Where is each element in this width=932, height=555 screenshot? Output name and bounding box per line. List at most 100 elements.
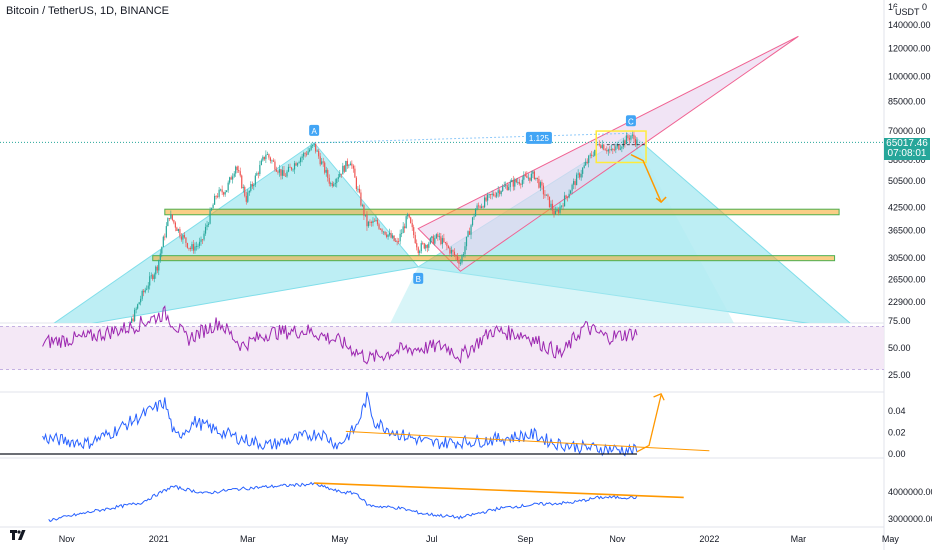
candle-body bbox=[551, 203, 554, 211]
price-axis-tick: 100000.00 bbox=[888, 71, 931, 81]
candle-body bbox=[194, 246, 196, 251]
candle-body bbox=[616, 144, 618, 147]
harmonic-point-label: A bbox=[311, 127, 317, 136]
candle-body bbox=[149, 276, 151, 286]
candle-body bbox=[393, 235, 395, 241]
candle-body bbox=[563, 195, 566, 207]
time-axis-tick: 2021 bbox=[149, 534, 169, 544]
candle-body bbox=[379, 228, 382, 230]
candle-body bbox=[370, 221, 373, 223]
candle-body bbox=[417, 247, 419, 254]
candle-body bbox=[271, 160, 273, 162]
candle-body bbox=[197, 245, 199, 247]
candle-body bbox=[470, 225, 472, 235]
candle-body bbox=[622, 140, 624, 147]
candle-body bbox=[337, 177, 339, 179]
candle-body bbox=[435, 234, 437, 239]
volatility-axis-tick: 0.00 bbox=[888, 449, 906, 459]
indicator-line bbox=[48, 481, 638, 523]
candle-body bbox=[147, 285, 149, 289]
candle-body bbox=[358, 188, 361, 193]
rsi-line bbox=[42, 305, 638, 365]
volatility-axis-tick: 0.04 bbox=[888, 406, 906, 416]
indicator-axis-tick: 4000000.00 bbox=[888, 487, 932, 497]
candle-body bbox=[268, 154, 270, 158]
candle-body bbox=[176, 227, 178, 232]
candle-body bbox=[615, 146, 617, 150]
candle-body bbox=[604, 149, 606, 151]
candle-body bbox=[342, 165, 344, 175]
candle-body bbox=[511, 180, 513, 182]
candle-body bbox=[502, 186, 504, 192]
candle-body bbox=[536, 177, 539, 179]
candle-body bbox=[547, 194, 549, 197]
candle-body bbox=[189, 248, 192, 249]
candle-body bbox=[471, 217, 474, 226]
candle-body bbox=[603, 144, 605, 150]
candle-body bbox=[238, 170, 240, 172]
candle-body bbox=[309, 149, 311, 152]
candle-body bbox=[188, 247, 190, 249]
candle-body bbox=[453, 251, 456, 256]
candle-body bbox=[601, 144, 603, 149]
tradingview-logo-icon bbox=[10, 530, 26, 540]
candle-body bbox=[165, 226, 167, 238]
candle-body bbox=[497, 190, 499, 194]
candle-body bbox=[215, 195, 217, 197]
candle-body bbox=[446, 242, 448, 247]
candle-body bbox=[360, 192, 362, 206]
candle-body bbox=[419, 251, 421, 254]
price-axis-tick-top: 16 bbox=[888, 2, 898, 12]
candle-body bbox=[434, 238, 436, 244]
price-axis-tick: 30500.00 bbox=[888, 253, 926, 263]
candle-body bbox=[441, 238, 443, 245]
candle-body bbox=[340, 173, 342, 175]
candle-body bbox=[213, 195, 216, 205]
candle-body bbox=[152, 275, 154, 280]
candle-body bbox=[266, 154, 268, 156]
candle-body bbox=[569, 190, 572, 194]
candle-body bbox=[354, 168, 356, 178]
candle-body bbox=[318, 150, 320, 157]
price-axis-tick: 50500.00 bbox=[888, 176, 926, 186]
chart-title: Bitcoin / TetherUS, 1D, BINANCE bbox=[6, 5, 170, 17]
candle-body bbox=[491, 193, 493, 196]
candle-body bbox=[545, 194, 548, 196]
candle-body bbox=[292, 169, 294, 171]
candle-body bbox=[490, 194, 492, 196]
candle-body bbox=[560, 205, 563, 207]
rsi-axis-tick: 75.00 bbox=[888, 316, 911, 326]
candle-body bbox=[387, 234, 389, 237]
last-price-value: 65017.46 bbox=[886, 138, 928, 149]
candle-body bbox=[414, 235, 416, 244]
candle-body bbox=[576, 174, 578, 186]
candle-body bbox=[158, 260, 160, 271]
candle-body bbox=[369, 221, 371, 223]
candle-body bbox=[487, 194, 489, 201]
candle-body bbox=[230, 177, 232, 180]
candle-body bbox=[256, 173, 258, 176]
candle-body bbox=[566, 196, 569, 198]
candle-body bbox=[283, 170, 285, 176]
candle-body bbox=[382, 231, 385, 233]
time-axis-tick: May bbox=[882, 534, 900, 544]
candle-body bbox=[185, 237, 187, 244]
candle-body bbox=[500, 191, 502, 195]
candle-body bbox=[217, 196, 219, 198]
time-axis-tick: May bbox=[331, 534, 349, 544]
candle-body bbox=[328, 177, 330, 184]
candle-body bbox=[259, 164, 261, 175]
price-axis-tick: 42500.00 bbox=[888, 202, 926, 212]
candle-body bbox=[269, 157, 272, 161]
candle-body bbox=[607, 149, 609, 152]
candle-body bbox=[376, 219, 379, 225]
candle-body bbox=[539, 182, 542, 188]
candle-body bbox=[523, 175, 525, 180]
candle-body bbox=[156, 266, 158, 271]
candle-body bbox=[461, 255, 463, 263]
candle-body bbox=[195, 246, 198, 247]
candle-body bbox=[174, 222, 176, 228]
candle-body bbox=[592, 155, 594, 157]
